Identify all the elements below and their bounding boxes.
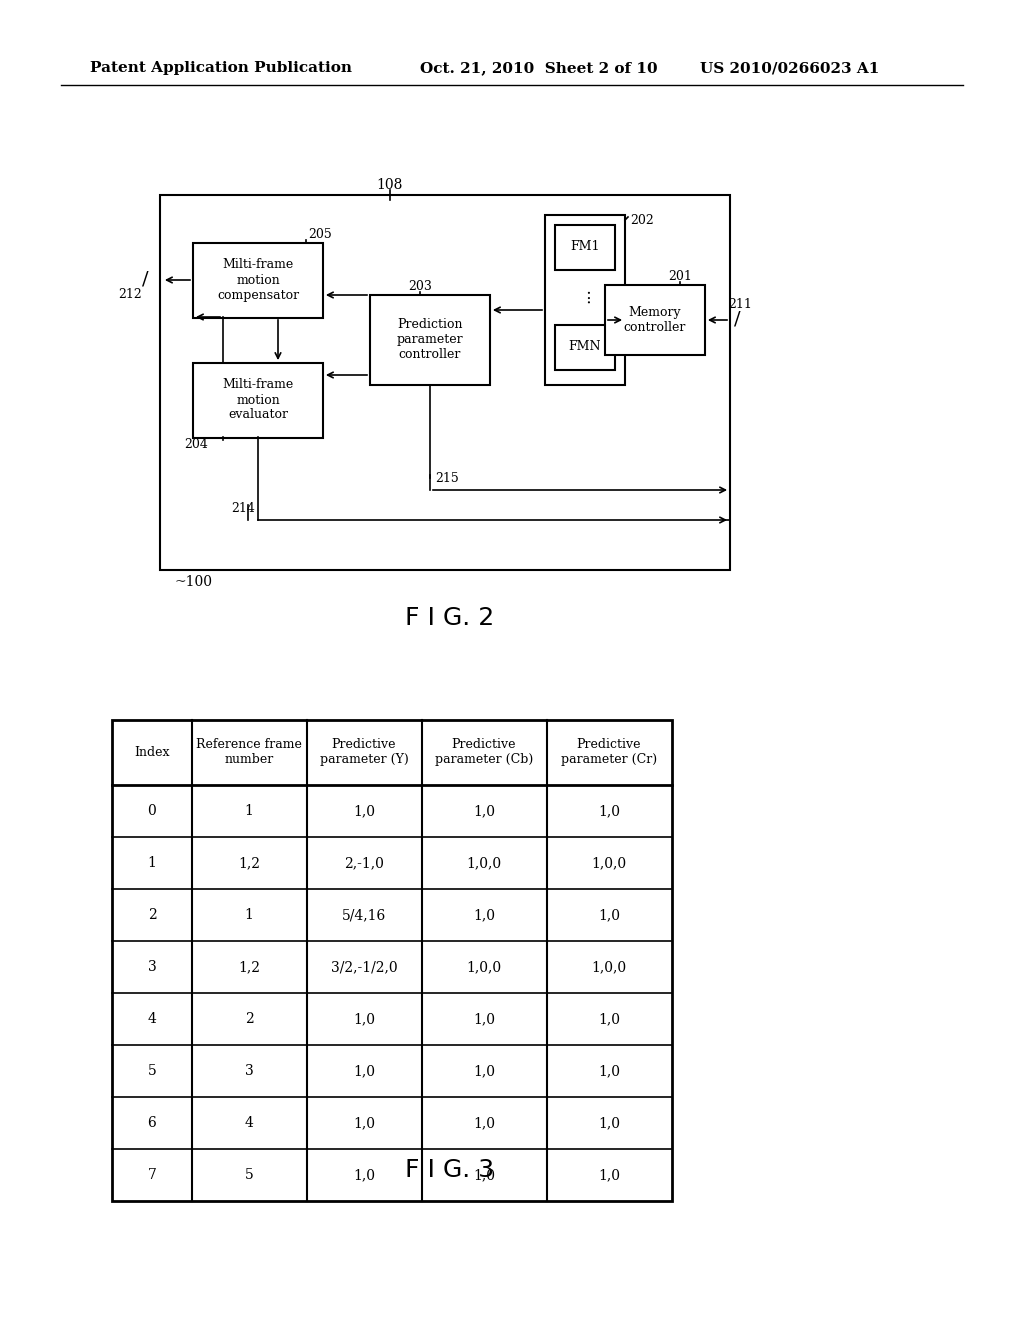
- Text: 1,0: 1,0: [473, 908, 495, 921]
- Text: 1,0: 1,0: [353, 804, 375, 818]
- Text: 1,0: 1,0: [353, 1012, 375, 1026]
- Text: 1,0: 1,0: [473, 1115, 495, 1130]
- Text: US 2010/0266023 A1: US 2010/0266023 A1: [700, 61, 880, 75]
- Text: 1,0,0: 1,0,0: [592, 960, 627, 974]
- Text: 1,0: 1,0: [598, 1115, 620, 1130]
- Text: Predictive
parameter (Y): Predictive parameter (Y): [319, 738, 409, 766]
- Text: 1: 1: [245, 908, 253, 921]
- Text: 1,0: 1,0: [473, 1012, 495, 1026]
- Bar: [112, 719, 672, 1201]
- Text: 1,0: 1,0: [598, 804, 620, 818]
- Bar: [545, 215, 625, 385]
- Text: 2: 2: [147, 908, 157, 921]
- Text: 203: 203: [408, 281, 432, 293]
- Text: 2: 2: [245, 1012, 253, 1026]
- Bar: [160, 195, 730, 570]
- Text: 1,0: 1,0: [598, 1168, 620, 1181]
- Text: Reference frame
number: Reference frame number: [196, 738, 302, 766]
- Text: Predictive
parameter (Cr): Predictive parameter (Cr): [561, 738, 657, 766]
- Text: 1,2: 1,2: [238, 855, 260, 870]
- Text: 6: 6: [147, 1115, 157, 1130]
- Bar: [193, 363, 323, 438]
- Text: 1,0,0: 1,0,0: [467, 960, 502, 974]
- Text: 1,0: 1,0: [598, 908, 620, 921]
- Text: 5: 5: [147, 1064, 157, 1078]
- Text: Patent Application Publication: Patent Application Publication: [90, 61, 352, 75]
- Text: F I G. 3: F I G. 3: [406, 1158, 495, 1181]
- Text: /: /: [733, 312, 740, 329]
- Text: 4: 4: [147, 1012, 157, 1026]
- Text: 1: 1: [245, 804, 253, 818]
- Text: 1,0: 1,0: [353, 1115, 375, 1130]
- Text: FMN: FMN: [568, 341, 601, 354]
- Text: 1: 1: [147, 855, 157, 870]
- Text: 3/2,-1/2,0: 3/2,-1/2,0: [331, 960, 397, 974]
- Text: 1,0: 1,0: [353, 1064, 375, 1078]
- Text: Memory
controller: Memory controller: [624, 306, 686, 334]
- Text: Index: Index: [134, 746, 170, 759]
- Bar: [370, 294, 490, 385]
- Text: 108: 108: [377, 178, 403, 191]
- Text: 1,0: 1,0: [473, 1168, 495, 1181]
- Text: 1,0: 1,0: [473, 1064, 495, 1078]
- Text: Prediction
parameter
controller: Prediction parameter controller: [396, 318, 463, 362]
- Text: Milti-frame
motion
evaluator: Milti-frame motion evaluator: [222, 379, 294, 421]
- Text: 201: 201: [668, 271, 692, 284]
- Text: 1,2: 1,2: [238, 960, 260, 974]
- Text: 7: 7: [147, 1168, 157, 1181]
- Text: 3: 3: [147, 960, 157, 974]
- Text: 204: 204: [184, 438, 208, 451]
- Text: 1,0: 1,0: [473, 804, 495, 818]
- Text: 5/4,16: 5/4,16: [342, 908, 386, 921]
- Text: Predictive
parameter (Cb): Predictive parameter (Cb): [435, 738, 534, 766]
- Text: 211: 211: [728, 298, 752, 312]
- Text: Oct. 21, 2010  Sheet 2 of 10: Oct. 21, 2010 Sheet 2 of 10: [420, 61, 657, 75]
- Text: ...: ...: [577, 288, 594, 302]
- Text: 215: 215: [435, 471, 459, 484]
- Text: Milti-frame
motion
compensator: Milti-frame motion compensator: [217, 259, 299, 301]
- Text: 3: 3: [245, 1064, 253, 1078]
- Text: FM1: FM1: [570, 240, 600, 253]
- Bar: [193, 243, 323, 318]
- Text: 205: 205: [308, 228, 332, 242]
- Text: ~100: ~100: [175, 576, 213, 589]
- Text: 214: 214: [231, 502, 255, 515]
- Text: 1,0: 1,0: [598, 1064, 620, 1078]
- Text: 0: 0: [147, 804, 157, 818]
- Bar: [555, 224, 615, 271]
- Text: 2,-1,0: 2,-1,0: [344, 855, 384, 870]
- Text: 4: 4: [245, 1115, 253, 1130]
- Text: F I G. 2: F I G. 2: [406, 606, 495, 630]
- Text: 202: 202: [630, 214, 653, 227]
- Bar: [555, 325, 615, 370]
- Bar: [605, 285, 705, 355]
- Text: /: /: [141, 271, 148, 289]
- Text: 212: 212: [118, 289, 142, 301]
- Text: 1,0: 1,0: [598, 1012, 620, 1026]
- Text: 1,0: 1,0: [353, 1168, 375, 1181]
- Text: 1,0,0: 1,0,0: [592, 855, 627, 870]
- Text: 1,0,0: 1,0,0: [467, 855, 502, 870]
- Text: 5: 5: [245, 1168, 253, 1181]
